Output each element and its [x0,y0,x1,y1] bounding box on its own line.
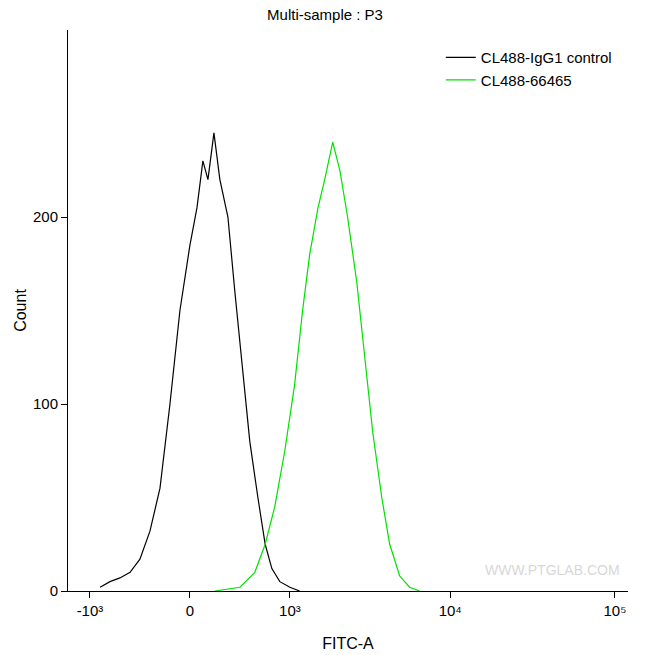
svg-text:10³: 10³ [279,602,301,619]
svg-text:0: 0 [186,602,194,619]
svg-text:Count: Count [12,289,29,332]
svg-text:CL488-IgG1 control: CL488-IgG1 control [481,49,612,66]
svg-text:100: 100 [33,395,58,412]
svg-text:FITC-A: FITC-A [322,635,374,652]
svg-text:10⁴: 10⁴ [439,602,462,619]
svg-text:10⁵: 10⁵ [603,602,626,619]
svg-text:WWW.PTGLAB.COM: WWW.PTGLAB.COM [485,562,620,578]
svg-text:0: 0 [50,582,58,599]
svg-text:200: 200 [33,208,58,225]
svg-text:Multi-sample : P3: Multi-sample : P3 [267,6,383,23]
svg-text:-10³: -10³ [77,602,104,619]
svg-text:CL488-66465: CL488-66465 [481,72,572,89]
